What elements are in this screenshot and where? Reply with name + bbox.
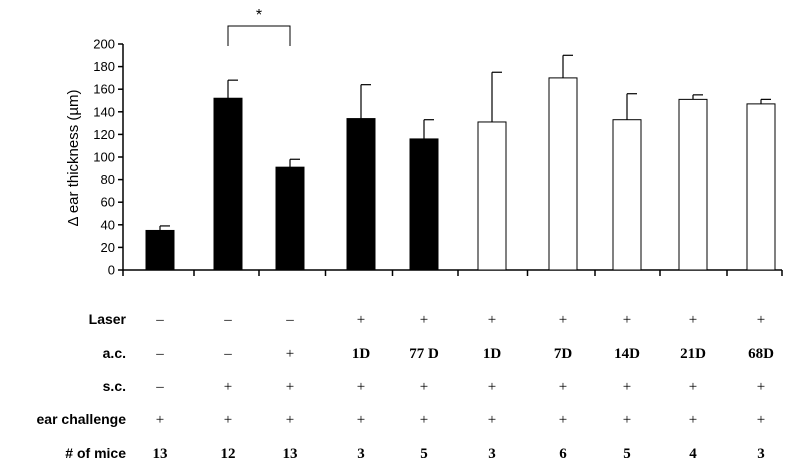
table-cell: + xyxy=(357,312,365,328)
table-cell: – xyxy=(285,312,294,328)
table-cell: + xyxy=(357,379,365,395)
table-cell: + xyxy=(488,379,496,395)
table-cell: + xyxy=(559,412,567,428)
bar xyxy=(612,119,642,271)
table-cell: 13 xyxy=(283,446,298,462)
table-cell: + xyxy=(559,379,567,395)
x-axis xyxy=(122,269,783,276)
bar xyxy=(678,98,708,271)
table-cell: 1D xyxy=(352,346,371,362)
table-cell: + xyxy=(488,312,496,328)
y-axis-label: Δ ear thickness (µm) xyxy=(65,89,82,226)
bar xyxy=(346,118,376,271)
table-cell: 13 xyxy=(153,446,168,462)
table-cell: – xyxy=(223,346,232,362)
significance-label: * xyxy=(256,7,262,24)
bar xyxy=(409,138,439,271)
table-cell: – xyxy=(155,346,164,362)
table-row-label: a.c. xyxy=(103,345,126,361)
table-cell: – xyxy=(155,312,164,328)
table-cell: 68D xyxy=(748,346,774,362)
condition-table: Laser – – – + + + + + + + a.c. – – +1D 77 D 1D 7D 14D 21D 68… xyxy=(37,311,775,462)
table-cell: + xyxy=(488,412,496,428)
table-row-label: ear challenge xyxy=(37,411,127,427)
bar xyxy=(275,166,305,271)
table-cell: 5 xyxy=(623,446,631,462)
y-tick-label: 100 xyxy=(93,150,115,165)
table-cell: 7D xyxy=(554,346,573,362)
table-cell: + xyxy=(757,412,765,428)
table-cell: 6 xyxy=(559,446,567,462)
table-cell: 1D xyxy=(483,346,502,362)
table-cell: + xyxy=(224,379,232,395)
table-cell: + xyxy=(689,412,697,428)
bar xyxy=(746,103,776,271)
y-tick-label: 80 xyxy=(101,172,115,187)
y-tick-label: 180 xyxy=(93,59,115,74)
table-cell: + xyxy=(623,312,631,328)
bar xyxy=(477,121,507,271)
table-cell: 3 xyxy=(488,446,496,462)
table-cell: 4 xyxy=(689,446,697,462)
table-cell: + xyxy=(224,412,232,428)
table-cell: + xyxy=(757,379,765,395)
table-cell: + xyxy=(156,412,164,428)
y-tick-label: 40 xyxy=(101,217,115,232)
table-cell: + xyxy=(286,412,294,428)
table-cell: + xyxy=(420,312,428,328)
table-cell: – xyxy=(155,379,164,395)
significance-bracket xyxy=(227,25,291,46)
y-tick-label: 140 xyxy=(93,104,115,119)
table-cell: + xyxy=(420,412,428,428)
table-cell: + xyxy=(357,412,365,428)
bar xyxy=(213,97,243,271)
table-cell: + xyxy=(559,312,567,328)
y-axis: 0 20 40 60 80 100 120 140 160 180 200 xyxy=(93,37,124,278)
y-tick-label: 160 xyxy=(93,82,115,97)
table-cell: 77 D xyxy=(409,346,439,362)
y-tick-label: 60 xyxy=(101,195,115,210)
bar xyxy=(548,77,578,271)
y-tick-label: 0 xyxy=(108,263,115,278)
table-cell: + xyxy=(689,312,697,328)
bar xyxy=(145,229,175,271)
table-row-label: Laser xyxy=(89,311,127,327)
table-cell: + xyxy=(689,379,697,395)
table-cell: + xyxy=(286,346,294,362)
table-cell: + xyxy=(623,379,631,395)
table-cell: + xyxy=(757,312,765,328)
table-cell: 5 xyxy=(420,446,428,462)
y-tick-label: 20 xyxy=(101,240,115,255)
bars-group xyxy=(145,54,776,271)
table-cell: – xyxy=(223,312,232,328)
table-cell: + xyxy=(420,379,428,395)
table-cell: + xyxy=(286,379,294,395)
table-cell: 3 xyxy=(357,446,365,462)
table-cell: 21D xyxy=(680,346,706,362)
table-cell: 3 xyxy=(757,446,765,462)
table-row-label: # of mice xyxy=(65,445,126,461)
table-cell: 12 xyxy=(221,446,236,462)
y-tick-label: 120 xyxy=(93,127,115,142)
y-tick-label: 200 xyxy=(93,37,115,52)
table-row-label: s.c. xyxy=(103,378,126,394)
table-cell: 14D xyxy=(614,346,640,362)
significance-marker: * xyxy=(227,7,291,46)
table-cell: + xyxy=(623,412,631,428)
